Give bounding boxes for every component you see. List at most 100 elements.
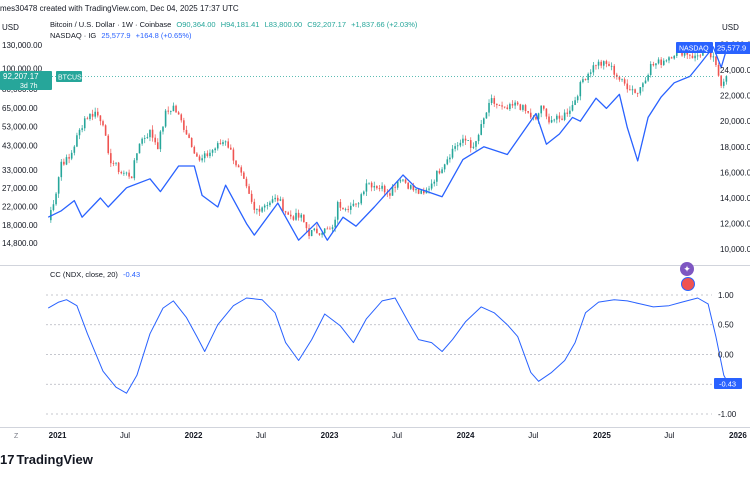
btc-candle-body <box>566 112 569 114</box>
btc-candle-body <box>378 188 381 190</box>
btc-candle-body <box>709 49 712 58</box>
timezone-icon[interactable]: ✦ <box>680 262 694 276</box>
btc-candle-body <box>621 79 623 81</box>
left-axis-tick: 18,000.00 <box>2 221 38 230</box>
btc-candle-body <box>70 152 73 159</box>
btc-candle-body <box>496 103 498 106</box>
btc-candle-body <box>363 191 365 195</box>
btc-candle-body <box>462 138 464 143</box>
btc-candle-body <box>274 197 276 200</box>
btc-candle-body <box>558 115 561 119</box>
btc-candle-body <box>527 110 529 113</box>
tradingview-logo-icon: 17 <box>0 452 15 467</box>
btc-candle-body <box>344 209 347 210</box>
btc-candle-body <box>347 209 349 210</box>
btc-candle-body <box>446 159 449 165</box>
auto-scale-button[interactable]: A <box>733 433 738 440</box>
btc-candle-body <box>428 188 430 190</box>
btc-candle-body <box>284 211 287 213</box>
btc-candle-body <box>104 125 107 136</box>
btc-candle-body <box>107 135 110 154</box>
compare-symbol[interactable]: NASDAQ · IG <box>50 31 97 40</box>
btc-candle-body <box>209 152 211 157</box>
btc-candle-body <box>110 153 112 164</box>
btc-candle-body <box>271 199 274 203</box>
btc-candle-body <box>720 75 722 86</box>
btc-candle-body <box>430 183 433 189</box>
btc-candle-body <box>370 182 373 188</box>
btc-candle-body <box>123 172 125 174</box>
btc-candle-body <box>576 96 579 101</box>
btc-candle-body <box>159 131 162 150</box>
btc-candle-body <box>498 105 501 106</box>
btc-candle-body <box>589 72 592 74</box>
btc-candle-body <box>665 60 668 62</box>
btc-candle-body <box>120 172 123 174</box>
btc-candle-body <box>472 146 475 148</box>
btc-candle-body <box>339 202 342 208</box>
indicator-name[interactable]: CC (NDX, close, 20) <box>50 270 118 279</box>
btc-candle-body <box>331 227 334 229</box>
btc-candle-body <box>138 143 141 154</box>
btc-candle-body <box>65 157 68 165</box>
btc-candle-body <box>211 150 214 153</box>
btc-candle-body <box>673 55 676 59</box>
btc-candle-body <box>602 61 605 66</box>
btc-candle-body <box>115 162 117 164</box>
btc-candle-body <box>219 143 222 145</box>
left-axis-tick: 100,000.00 <box>2 65 43 74</box>
btc-candle-body <box>433 181 436 184</box>
right-axis-tick: 12,000.00 <box>720 220 750 229</box>
zoom-button[interactable]: Z <box>14 433 19 440</box>
btc-candle-body <box>467 140 469 141</box>
btc-candle-body <box>183 120 185 130</box>
btc-candle-body <box>156 142 159 150</box>
btc-candle-body <box>295 212 297 220</box>
btc-candle-body <box>203 153 206 159</box>
btc-candle-body <box>342 207 344 210</box>
time-axis-tick: Jul <box>528 431 538 440</box>
btc-candle-body <box>180 114 183 121</box>
btc-candle-body <box>83 118 86 129</box>
btc-candle-body <box>276 197 279 201</box>
btc-candle-body <box>253 201 256 210</box>
btc-candle-body <box>185 129 188 135</box>
left-axis-unit: USD <box>2 23 19 32</box>
btc-candle-body <box>396 181 399 188</box>
btc-candle-body <box>55 193 57 205</box>
btc-candle-body <box>261 207 263 212</box>
btc-candle-body <box>318 233 321 235</box>
btc-candle-body <box>266 205 269 206</box>
indicator-axis-tick: -1.00 <box>718 410 737 419</box>
btc-candle-body <box>222 142 224 145</box>
btc-candle-body <box>519 104 522 110</box>
btc-candle-body <box>522 105 524 110</box>
legend-low: L83,800.00 <box>264 20 303 29</box>
legend-symbol[interactable]: Bitcoin / U.S. Dollar · 1W · Coinbase <box>50 20 172 29</box>
btc-candle-body <box>407 182 409 189</box>
btc-symbol-label-text: BTCUSD <box>58 75 87 82</box>
btc-candle-body <box>117 162 120 173</box>
btc-candle-body <box>459 142 462 146</box>
btc-candle-body <box>506 107 509 110</box>
btc-candle-body <box>629 89 631 91</box>
flag-icon[interactable] <box>681 277 695 291</box>
btc-candle-body <box>694 55 696 59</box>
btc-candle-body <box>655 63 657 66</box>
btc-candle-body <box>172 105 175 112</box>
tradingview-logo[interactable]: 17 TradingView <box>0 452 93 467</box>
btc-candle-body <box>60 161 63 178</box>
btc-candle-body <box>501 105 503 107</box>
left-axis-tick: 65,000.00 <box>2 104 38 113</box>
time-axis-tick: 2026 <box>729 431 747 440</box>
time-axis-tick: Jul <box>664 431 674 440</box>
btc-candle-body <box>503 106 506 108</box>
btc-candle-body <box>608 63 610 66</box>
indicator-series-line <box>47 297 727 394</box>
btc-candle-body <box>722 81 725 86</box>
btc-candle-body <box>511 104 514 106</box>
nasdaq-symbol-label-text: NASDAQ <box>679 46 709 53</box>
btc-candle-body <box>469 140 472 148</box>
btc-candle-body <box>112 163 115 165</box>
btc-candle-body <box>660 59 662 65</box>
